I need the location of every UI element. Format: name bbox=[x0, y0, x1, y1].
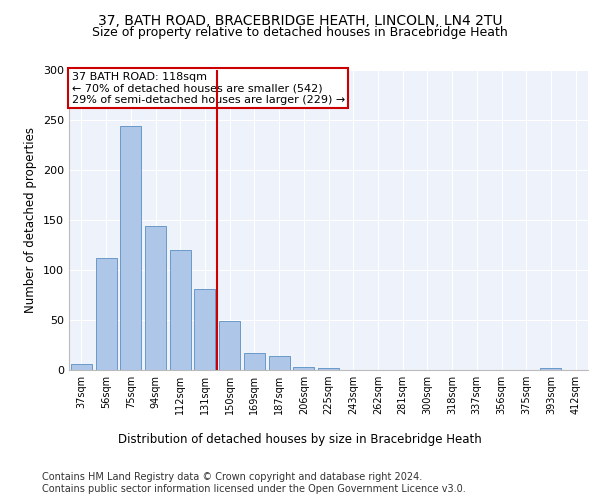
Bar bbox=[194, 289, 215, 370]
Text: Distribution of detached houses by size in Bracebridge Heath: Distribution of detached houses by size … bbox=[118, 432, 482, 446]
Bar bbox=[95, 258, 116, 370]
Bar bbox=[244, 353, 265, 370]
Bar bbox=[293, 367, 314, 370]
Text: Contains public sector information licensed under the Open Government Licence v3: Contains public sector information licen… bbox=[42, 484, 466, 494]
Text: 37, BATH ROAD, BRACEBRIDGE HEATH, LINCOLN, LN4 2TU: 37, BATH ROAD, BRACEBRIDGE HEATH, LINCOL… bbox=[98, 14, 502, 28]
Bar bbox=[120, 126, 141, 370]
Bar bbox=[145, 226, 166, 370]
Bar bbox=[219, 321, 240, 370]
Bar bbox=[170, 250, 191, 370]
Text: Size of property relative to detached houses in Bracebridge Heath: Size of property relative to detached ho… bbox=[92, 26, 508, 39]
Bar bbox=[541, 368, 562, 370]
Bar bbox=[318, 368, 339, 370]
Bar bbox=[71, 364, 92, 370]
Bar bbox=[269, 356, 290, 370]
Text: Contains HM Land Registry data © Crown copyright and database right 2024.: Contains HM Land Registry data © Crown c… bbox=[42, 472, 422, 482]
Text: 37 BATH ROAD: 118sqm
← 70% of detached houses are smaller (542)
29% of semi-deta: 37 BATH ROAD: 118sqm ← 70% of detached h… bbox=[71, 72, 345, 104]
Y-axis label: Number of detached properties: Number of detached properties bbox=[25, 127, 37, 313]
